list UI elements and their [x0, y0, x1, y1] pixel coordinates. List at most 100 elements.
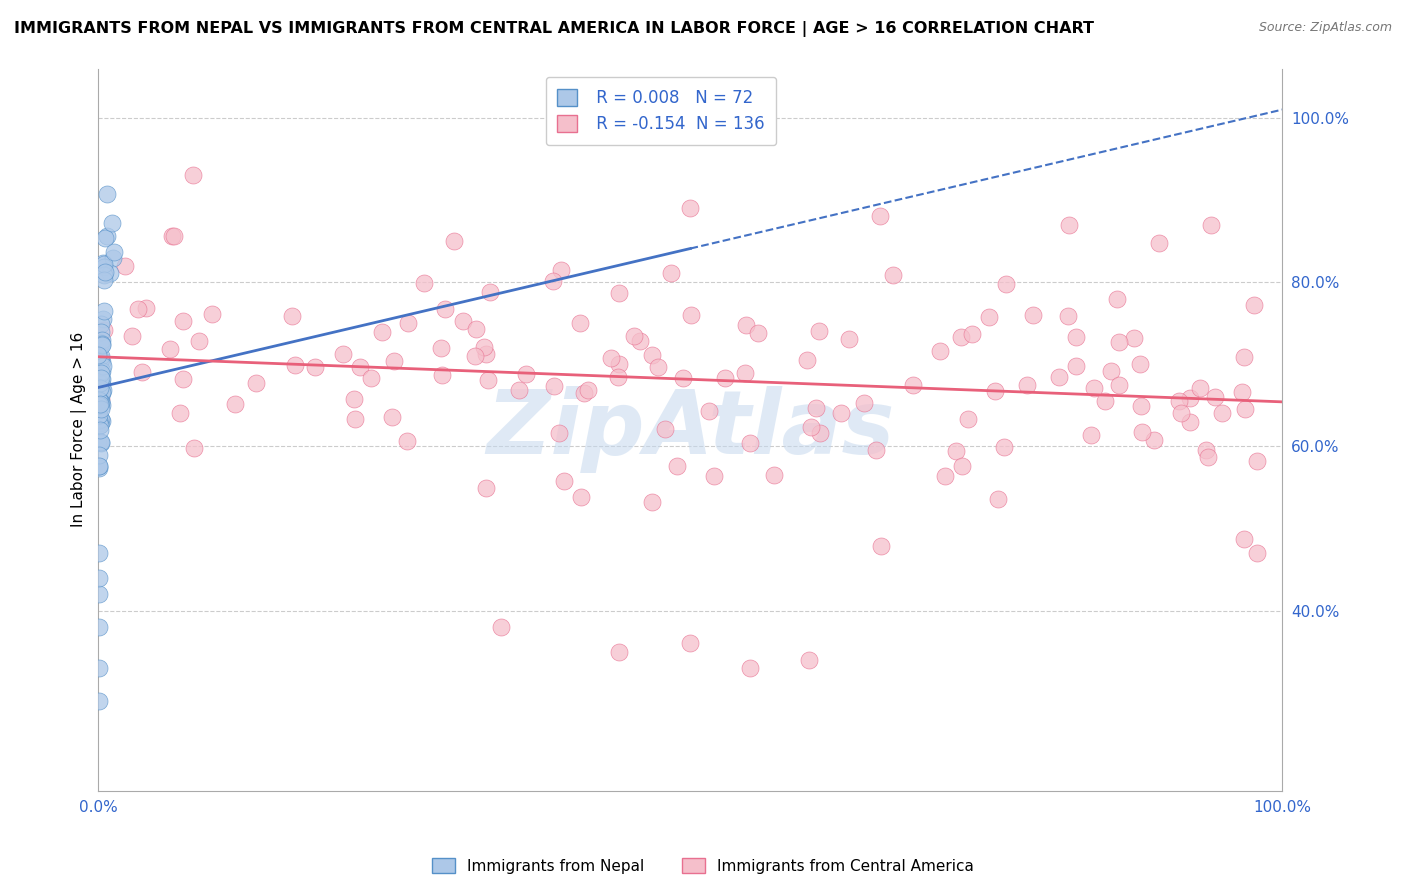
- Point: [628, 334, 651, 349]
- Text: Source: ZipAtlas.com: Source: ZipAtlas.com: [1258, 21, 1392, 34]
- Point: [1246, 453, 1268, 467]
- Point: [515, 368, 537, 382]
- Point: [952, 458, 974, 473]
- Point: [89, 417, 111, 432]
- Point: [93, 272, 115, 286]
- Point: [609, 645, 631, 659]
- Point: [464, 322, 486, 336]
- Point: [93, 304, 115, 318]
- Point: [434, 302, 457, 317]
- Point: [806, 401, 828, 415]
- Point: [1170, 405, 1192, 419]
- Point: [91, 256, 114, 270]
- Point: [343, 412, 366, 426]
- Point: [679, 201, 702, 215]
- Point: [89, 412, 111, 426]
- Point: [94, 265, 117, 279]
- Point: [477, 374, 499, 388]
- Point: [1130, 425, 1153, 439]
- Point: [90, 377, 112, 392]
- Point: [430, 368, 453, 382]
- Point: [838, 332, 860, 346]
- Point: [98, 266, 121, 280]
- Point: [90, 349, 112, 363]
- Point: [89, 417, 111, 432]
- Point: [93, 268, 115, 282]
- Point: [1178, 391, 1201, 405]
- Point: [304, 360, 326, 375]
- Point: [994, 277, 1017, 291]
- Point: [245, 376, 267, 390]
- Point: [508, 383, 530, 397]
- Point: [187, 334, 209, 348]
- Point: [1094, 394, 1116, 409]
- Point: [96, 229, 118, 244]
- Point: [430, 342, 453, 356]
- Point: [641, 348, 664, 362]
- Point: [90, 325, 112, 339]
- Point: [1022, 308, 1045, 322]
- Point: [183, 442, 205, 456]
- Point: [1143, 434, 1166, 448]
- Point: [89, 458, 111, 473]
- Point: [956, 411, 979, 425]
- Point: [543, 274, 565, 288]
- Point: [735, 318, 758, 332]
- Point: [87, 571, 110, 585]
- Point: [91, 372, 114, 386]
- Point: [89, 416, 111, 430]
- Point: [679, 308, 702, 322]
- Point: [464, 349, 486, 363]
- Point: [90, 394, 112, 409]
- Point: [1246, 546, 1268, 560]
- Point: [1105, 292, 1128, 306]
- Point: [90, 333, 112, 347]
- Point: [91, 383, 114, 397]
- Point: [934, 469, 956, 483]
- Point: [1056, 309, 1078, 323]
- Point: [472, 340, 495, 354]
- Point: [94, 231, 117, 245]
- Point: [474, 481, 496, 495]
- Point: [1168, 394, 1191, 409]
- Point: [983, 384, 1005, 399]
- Point: [606, 369, 628, 384]
- Point: [993, 440, 1015, 454]
- Point: [343, 392, 366, 406]
- Point: [1083, 381, 1105, 395]
- Point: [607, 357, 630, 371]
- Point: [281, 309, 304, 323]
- Point: [413, 276, 436, 290]
- Point: [87, 435, 110, 450]
- Point: [569, 491, 592, 505]
- Point: [284, 358, 307, 372]
- Point: [451, 314, 474, 328]
- Point: [550, 262, 572, 277]
- Point: [87, 620, 110, 634]
- Point: [89, 389, 111, 403]
- Point: [135, 301, 157, 316]
- Point: [87, 347, 110, 361]
- Point: [807, 324, 830, 338]
- Point: [903, 377, 925, 392]
- Point: [478, 285, 501, 299]
- Point: [443, 234, 465, 248]
- Point: [738, 436, 761, 450]
- Point: [647, 360, 669, 375]
- Point: [623, 329, 645, 343]
- Point: [93, 257, 115, 271]
- Point: [91, 359, 114, 373]
- Point: [1108, 378, 1130, 392]
- Point: [1243, 298, 1265, 312]
- Point: [90, 366, 112, 380]
- Y-axis label: In Labor Force | Age > 16: In Labor Force | Age > 16: [72, 332, 87, 527]
- Point: [181, 169, 204, 183]
- Point: [1197, 450, 1219, 464]
- Point: [172, 372, 194, 386]
- Point: [1180, 415, 1202, 429]
- Point: [127, 301, 149, 316]
- Point: [87, 694, 110, 708]
- Point: [475, 347, 498, 361]
- Point: [224, 397, 246, 411]
- Point: [950, 330, 973, 344]
